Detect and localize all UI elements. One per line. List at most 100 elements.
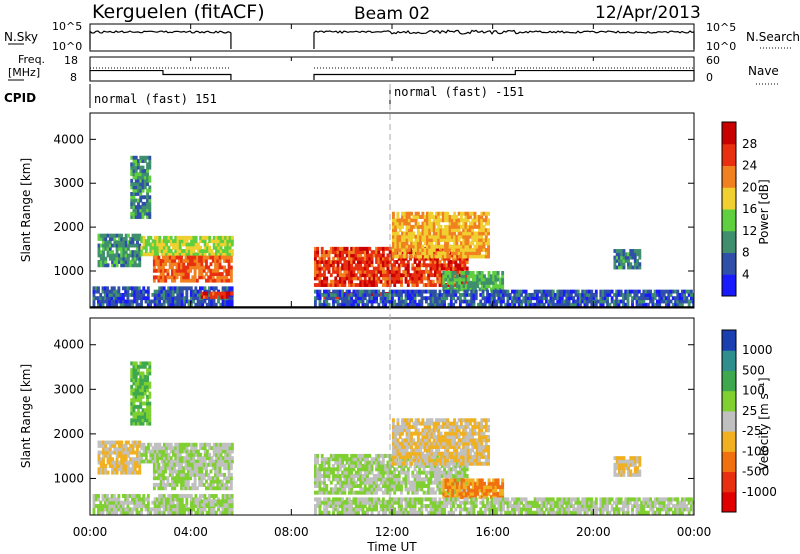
power-cell (141, 185, 145, 190)
velocity-cell (130, 418, 134, 423)
velocity-cell (187, 442, 191, 447)
power-cell (624, 289, 628, 294)
velocity-cell (143, 401, 147, 406)
power-cell (524, 296, 528, 301)
velocity-cell (181, 442, 184, 447)
power-cell (395, 260, 399, 264)
power-cell (194, 239, 198, 244)
power-cell (183, 296, 186, 301)
velocity-cell (325, 473, 329, 478)
velocity-cell (193, 479, 197, 484)
power-cell (578, 302, 582, 307)
power-cell (499, 292, 503, 297)
power-cell (638, 265, 642, 270)
power-cell (167, 239, 171, 244)
velocity-cell (214, 494, 218, 498)
power-cell (135, 302, 139, 307)
velocity-cell (132, 381, 136, 386)
power-cell (436, 256, 440, 261)
power-cell (624, 252, 628, 257)
power-cell (455, 224, 459, 229)
velocity-cell (148, 404, 152, 409)
velocity-cell (124, 467, 128, 472)
power-cell (174, 302, 177, 307)
power-cell (189, 278, 193, 283)
power-cell (482, 228, 486, 233)
power-cell (194, 242, 198, 247)
velocity-cell (129, 467, 133, 472)
velocity-cell (216, 499, 220, 504)
power-cell (193, 268, 197, 273)
velocity-cell (375, 457, 379, 462)
power-cell (397, 296, 401, 301)
velocity-cell (359, 477, 363, 482)
power-cell (338, 296, 342, 301)
power-cell (649, 289, 653, 294)
velocity-cell (104, 470, 108, 475)
power-cell (229, 255, 233, 260)
power-cell (133, 250, 137, 255)
power-cell (137, 188, 140, 193)
power-cell (642, 292, 646, 297)
velocity-cell (124, 443, 128, 448)
power-cell (185, 289, 189, 294)
velocity-cell (182, 472, 186, 477)
velocity-cell (352, 473, 356, 478)
power-cell (348, 292, 352, 296)
power-cell (126, 243, 130, 248)
power-cell (488, 296, 492, 301)
power-cell (531, 296, 535, 301)
velocity-cell (458, 467, 462, 472)
power-cell (400, 279, 403, 284)
power-cell (354, 263, 358, 268)
power-cell (168, 258, 172, 263)
power-cell (167, 252, 171, 257)
power-cell (181, 242, 184, 247)
power-cell (501, 280, 505, 285)
velocity-cell (334, 477, 338, 482)
power-cell (153, 239, 157, 244)
power-cell (323, 260, 326, 264)
velocity-cell (359, 490, 363, 495)
velocity-cell (137, 381, 140, 386)
power-cell (434, 299, 437, 304)
power-cell (180, 302, 184, 307)
power-cell (432, 218, 436, 223)
power-cell (441, 244, 445, 249)
velocity-cell (449, 473, 453, 478)
power-cell (403, 218, 407, 223)
velocity-cell (166, 482, 170, 487)
power-cell (201, 302, 205, 307)
power-cell (113, 243, 117, 248)
velocity-cell (137, 384, 140, 389)
power-cell (144, 296, 148, 301)
power-cell (444, 277, 448, 282)
power-cell (338, 246, 342, 251)
power-cell (381, 263, 385, 268)
power-cell (226, 286, 230, 291)
velocity-cell (220, 486, 224, 491)
power-cell (636, 262, 639, 267)
power-ytick-label: 2000 (53, 220, 84, 234)
velocity-cell (165, 442, 169, 447)
power-cell (496, 271, 500, 275)
power-cell (332, 246, 335, 251)
power-cell (435, 234, 438, 239)
power-cell (377, 253, 381, 258)
power-cell (662, 299, 666, 304)
velocity-cell (363, 467, 367, 472)
power-cell (432, 234, 436, 239)
velocity-cell (201, 446, 205, 451)
velocity-cell (354, 484, 358, 488)
power-cell (366, 269, 369, 274)
power-cell (480, 254, 484, 259)
velocity-cell (200, 482, 204, 487)
power-cell (189, 262, 193, 267)
velocity-cell (341, 487, 345, 492)
power-cell (460, 274, 464, 279)
power-cell (228, 286, 232, 291)
velocity-cell (390, 470, 394, 475)
power-cell (454, 299, 458, 304)
power-cell (350, 292, 354, 297)
power-cell (451, 287, 455, 292)
